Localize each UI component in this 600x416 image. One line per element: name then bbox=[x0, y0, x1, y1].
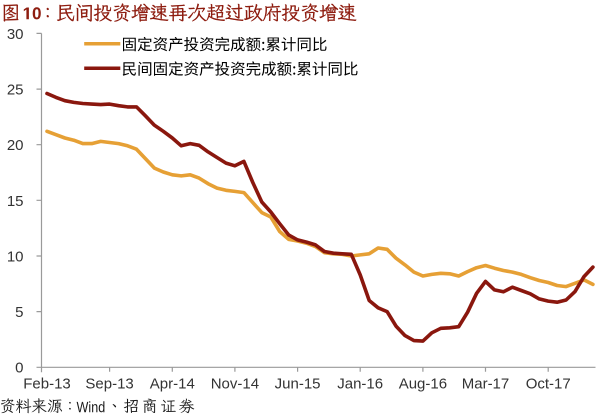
svg-text:25: 25 bbox=[7, 82, 24, 99]
svg-text:10: 10 bbox=[7, 248, 24, 265]
svg-text:Feb-13: Feb-13 bbox=[23, 375, 71, 392]
svg-text:Mar-17: Mar-17 bbox=[462, 375, 510, 392]
svg-text:15: 15 bbox=[7, 193, 24, 210]
svg-text:Nov-14: Nov-14 bbox=[211, 375, 259, 392]
svg-text:5: 5 bbox=[15, 304, 23, 321]
svg-text:30: 30 bbox=[7, 26, 24, 43]
svg-text:0: 0 bbox=[15, 360, 23, 377]
svg-text:Aug-16: Aug-16 bbox=[399, 375, 447, 392]
svg-text:20: 20 bbox=[7, 137, 24, 154]
svg-text:Apr-14: Apr-14 bbox=[150, 375, 195, 392]
svg-text:Jan-16: Jan-16 bbox=[337, 375, 383, 392]
svg-text:Oct-17: Oct-17 bbox=[526, 375, 571, 392]
svg-text:Jun-15: Jun-15 bbox=[275, 375, 321, 392]
svg-text:Sep-13: Sep-13 bbox=[85, 375, 133, 392]
